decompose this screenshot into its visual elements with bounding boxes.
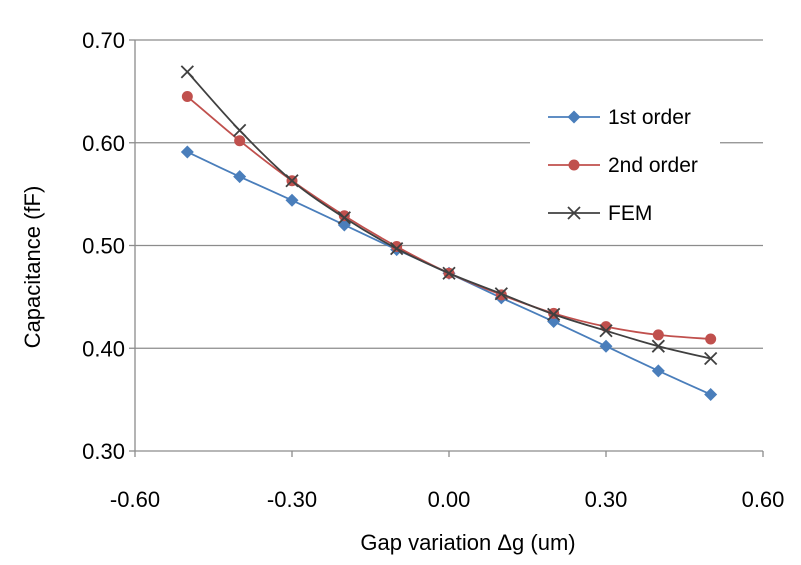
data-point-fem bbox=[390, 241, 404, 256]
y-tick-label: 0.60 bbox=[82, 131, 125, 156]
marker-stroke bbox=[704, 351, 718, 366]
y-tick-label: 0.50 bbox=[82, 234, 125, 259]
series-layer bbox=[180, 65, 718, 401]
marker-stroke bbox=[285, 174, 299, 188]
axes bbox=[129, 39, 764, 457]
legend-marker bbox=[567, 206, 581, 220]
y-tick-label: 0.40 bbox=[82, 336, 125, 361]
marker-stroke bbox=[599, 324, 613, 338]
data-point-2nd-order bbox=[652, 329, 664, 341]
marker-stroke bbox=[180, 65, 194, 79]
series-line-fem bbox=[186, 71, 711, 360]
tick-labels: 0.30 0.40 0.50 0.60 0.70 -0.60 -0.30 0.00 0.30 0.… bbox=[82, 28, 784, 512]
marker-stroke bbox=[567, 206, 581, 220]
data-point-1st-order bbox=[233, 170, 247, 184]
x-axis-title: Gap variation Δg (um) bbox=[360, 530, 575, 555]
data-point-fem bbox=[233, 123, 247, 138]
legend-item-fem: FEM bbox=[548, 202, 652, 225]
marker-stroke bbox=[651, 339, 665, 353]
legend-item-2nd-order: 2nd order bbox=[548, 154, 698, 177]
data-point-fem bbox=[547, 307, 561, 321]
legend-label: FEM bbox=[608, 202, 652, 225]
data-point-1st-order bbox=[704, 387, 718, 401]
data-point-1st-order bbox=[599, 339, 613, 353]
data-point-1st-order bbox=[285, 193, 299, 207]
legend-marker bbox=[568, 159, 580, 171]
data-point-fem bbox=[285, 174, 299, 188]
data-point-2nd-order bbox=[181, 91, 193, 103]
data-point-1st-order bbox=[651, 364, 665, 378]
legend-label: 1st order bbox=[608, 106, 691, 129]
data-point-fem bbox=[651, 339, 665, 353]
series-fem bbox=[180, 65, 718, 366]
y-tick-label: 0.30 bbox=[82, 439, 125, 464]
legend-item-1st-order: 1st order bbox=[548, 106, 691, 129]
data-point-fem bbox=[337, 211, 351, 225]
marker-stroke bbox=[233, 123, 247, 138]
x-tick-label: 0.30 bbox=[585, 487, 628, 512]
y-axis-title: Capacitance (fF) bbox=[20, 186, 45, 349]
x-tick-label: 0.00 bbox=[428, 487, 471, 512]
data-point-fem bbox=[599, 324, 613, 338]
x-tick-label: -0.30 bbox=[267, 487, 317, 512]
marker-stroke bbox=[494, 287, 508, 301]
data-point-fem bbox=[704, 351, 718, 366]
marker-stroke bbox=[390, 241, 404, 256]
x-tick-label: -0.60 bbox=[110, 487, 160, 512]
marker-stroke bbox=[337, 211, 351, 225]
legend-label: 2nd order bbox=[608, 154, 698, 177]
data-point-fem bbox=[442, 266, 456, 280]
data-point-2nd-order bbox=[705, 333, 717, 345]
marker-stroke bbox=[442, 266, 456, 280]
legend-marker bbox=[567, 110, 581, 124]
data-point-fem bbox=[180, 65, 194, 79]
data-point-2nd-order bbox=[338, 210, 350, 222]
data-point-2nd-order bbox=[234, 135, 246, 147]
data-point-fem bbox=[494, 287, 508, 301]
marker-stroke bbox=[547, 307, 561, 321]
y-tick-label: 0.70 bbox=[82, 28, 125, 53]
x-tick-label: 0.60 bbox=[742, 487, 785, 512]
data-point-1st-order bbox=[180, 145, 194, 159]
legend: 1st order 2nd order FEM bbox=[530, 88, 720, 238]
